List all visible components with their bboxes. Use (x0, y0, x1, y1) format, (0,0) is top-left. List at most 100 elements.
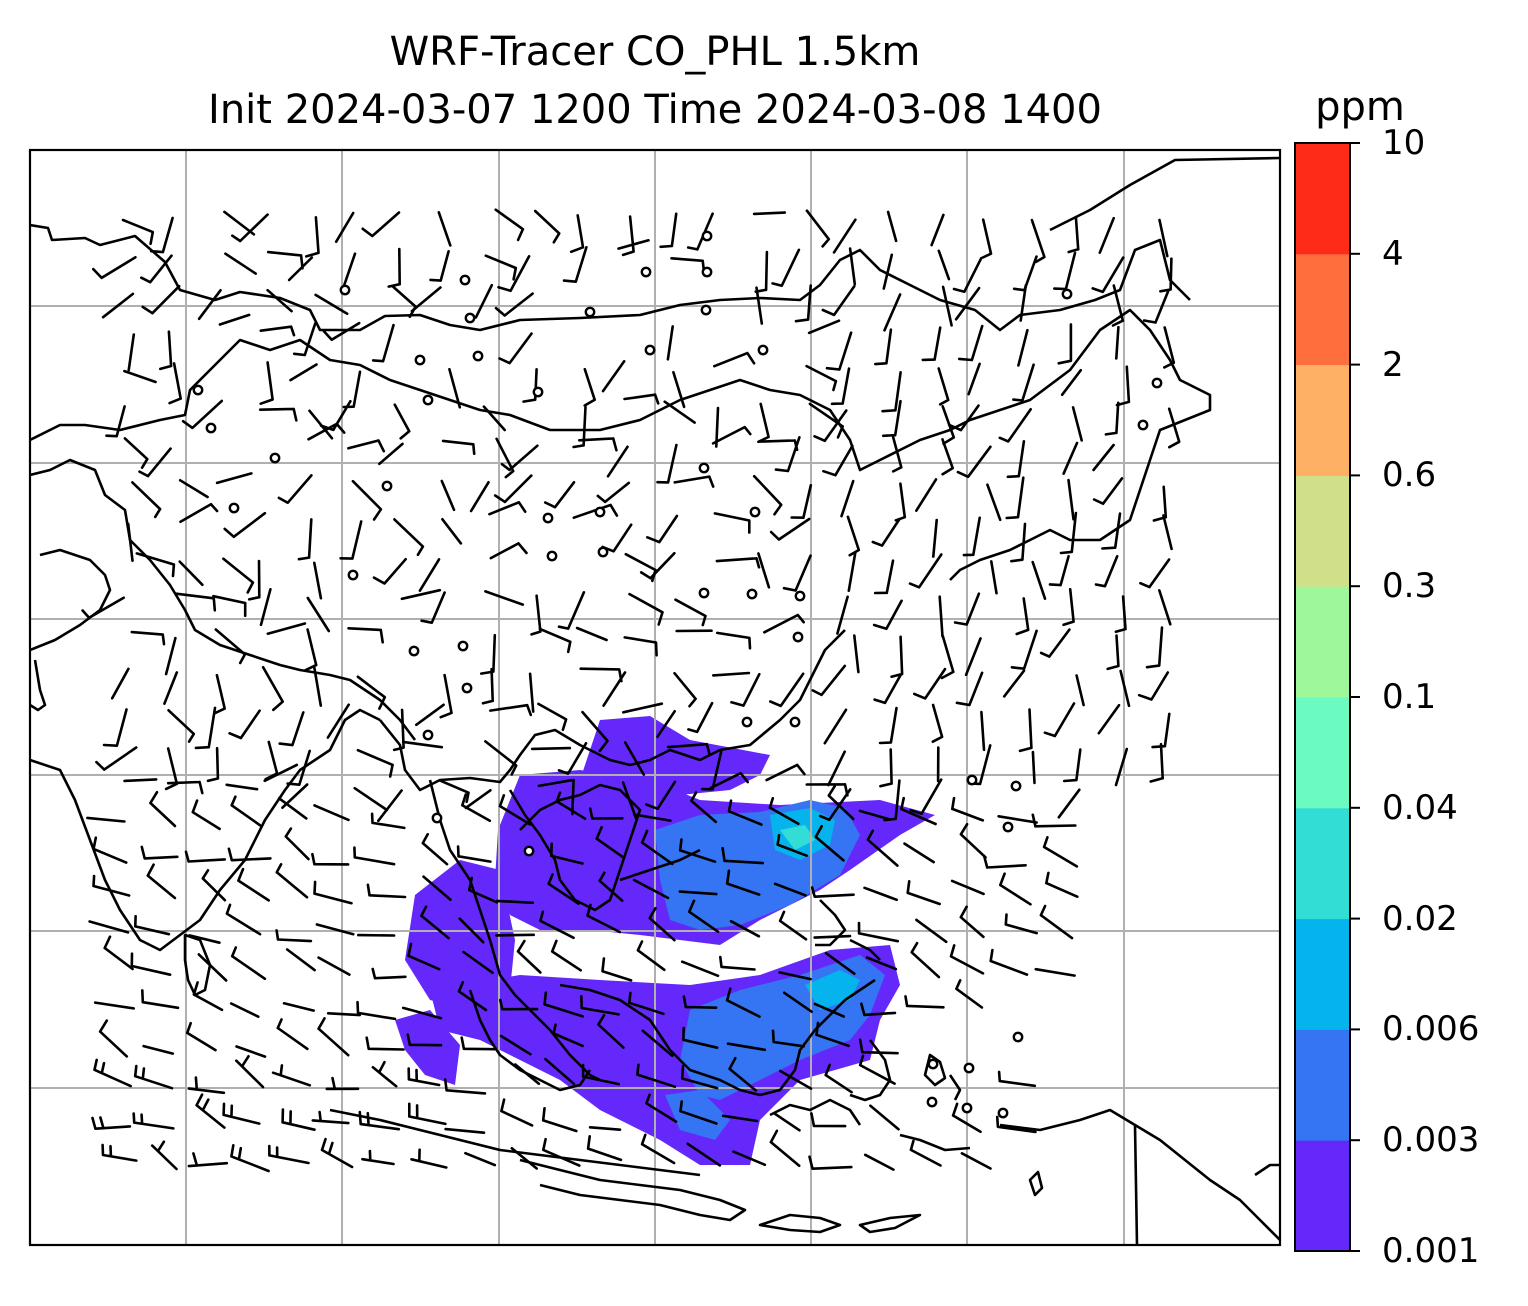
wind-barb (686, 1142, 722, 1167)
wind-barb (400, 588, 442, 601)
wind-barb (827, 750, 846, 787)
wind-barb (371, 323, 395, 363)
wind-barb (891, 436, 903, 473)
wind-barb (126, 522, 134, 562)
wind-barb (313, 666, 323, 707)
wind-barb (1137, 671, 1170, 701)
wind-barb (824, 951, 856, 975)
wind-barb (543, 481, 576, 509)
calm-marker (749, 506, 761, 518)
calm-marker (700, 304, 712, 316)
wind-barb (687, 701, 714, 734)
wind-barb (484, 590, 525, 606)
wind-barb (951, 796, 985, 822)
wind-barb (632, 878, 670, 900)
wind-barb (725, 869, 761, 896)
wind-barb (1031, 750, 1036, 785)
wind-barb (832, 218, 857, 254)
colorbar-bin-3 (1295, 807, 1350, 920)
wind-barb (982, 854, 1027, 869)
wind-barb (418, 558, 441, 592)
wind-barb (498, 332, 533, 365)
wind-barb (581, 1063, 621, 1086)
wind-barb (495, 899, 535, 905)
wind-barb (133, 1064, 174, 1090)
colorbar-units: ppm (1315, 84, 1405, 130)
wind-barb (339, 520, 363, 560)
wind-barb (1106, 634, 1120, 671)
calm-marker (1061, 288, 1073, 300)
colorbar-bin-0 (1295, 1140, 1350, 1252)
wind-barb (628, 592, 664, 626)
wind-barb (102, 708, 128, 747)
wind-barb (947, 404, 980, 432)
wind-barb (890, 635, 904, 678)
wind-barb (953, 592, 981, 626)
wind-barb (1114, 595, 1127, 634)
wind-barb (827, 784, 855, 821)
wind-barb (420, 591, 446, 624)
wind-barb (174, 592, 217, 612)
wind-barb (88, 920, 130, 934)
wind-barb (805, 209, 831, 248)
wind-barb (224, 252, 257, 275)
wind-barb (752, 211, 787, 216)
wind-barb (92, 836, 128, 864)
wind-barb (894, 482, 907, 522)
wind-barb (955, 671, 984, 707)
wind-barb (230, 795, 262, 827)
wind-barb (858, 809, 891, 821)
wind-barb (1034, 967, 1076, 977)
wind-barb (822, 444, 854, 477)
wind-barb (259, 361, 274, 405)
wind-barb (937, 249, 951, 281)
calm-marker (1151, 377, 1163, 389)
wind-barb (146, 863, 177, 900)
calm-marker (339, 284, 351, 296)
wind-barb (679, 1100, 718, 1125)
wind-barb (258, 407, 298, 422)
wind-barb (377, 789, 403, 823)
wind-barb (765, 763, 806, 782)
wind-barb (230, 1144, 270, 1173)
wind-barb (313, 804, 350, 822)
wind-barb (636, 1063, 677, 1088)
wind-barb (1119, 669, 1131, 708)
wind-barb (462, 950, 494, 975)
calm-marker (381, 480, 393, 492)
wind-barb (131, 481, 162, 519)
wind-barb (754, 250, 769, 293)
wind-barb (581, 710, 609, 753)
wind-barb (713, 512, 751, 534)
wind-barb (228, 709, 261, 740)
wind-barb (1015, 597, 1030, 636)
wind-barb (370, 812, 406, 830)
wind-barb (903, 842, 935, 864)
wind-barb (406, 1033, 443, 1047)
wind-barb (1149, 742, 1164, 783)
colorbar (1295, 142, 1360, 1252)
calm-marker (205, 422, 217, 434)
wind-barb (378, 442, 404, 466)
wind-barb (769, 517, 811, 541)
wind-barb (682, 995, 718, 1009)
wind-barb (223, 210, 256, 236)
colorbar-tick-label: 0.006 (1382, 1009, 1480, 1050)
wind-barb (127, 333, 136, 372)
wind-barb (778, 971, 812, 981)
wind-barb (713, 351, 756, 368)
wind-barb (103, 935, 134, 971)
wind-barb (755, 286, 764, 325)
wind-barb (964, 637, 982, 677)
wind-barb (498, 794, 532, 826)
wind-barb (149, 790, 177, 828)
wind-barb (595, 826, 625, 859)
wind-barb (656, 443, 678, 484)
wind-barb (709, 771, 749, 790)
calm-marker (926, 1096, 938, 1108)
calm-marker (472, 350, 484, 362)
calm-marker (701, 266, 713, 278)
wind-barb (783, 991, 813, 1013)
wind-barb (229, 1002, 260, 1018)
calm-marker (408, 645, 420, 657)
